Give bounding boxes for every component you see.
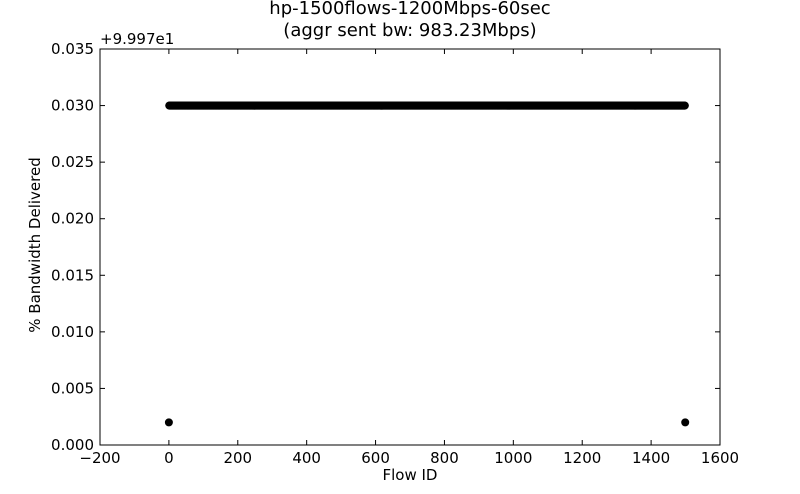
x-tick-label: 600 [361,449,390,467]
outlier-point [681,418,690,427]
x-tick-label: 400 [292,449,321,467]
x-axis-ticks: −200 0 200 400 600 800 1000 1200 1400 1600 [79,49,739,467]
y-axis-ticks: 0.000 0.005 0.010 0.015 0.020 0.025 0.030 0.035 [51,40,720,454]
data-point [680,101,689,110]
x-tick-label: 1600 [701,449,739,467]
chart-subtitle: (aggr sent bw: 983.23Mbps) [283,20,537,41]
x-tick-label: 1200 [563,449,601,467]
y-tick-label: 0.005 [51,379,94,397]
y-axis-offset-label: +9.997e1 [100,30,175,48]
x-axis-label: Flow ID [382,466,438,484]
y-axis-label: % Bandwidth Delivered [26,157,44,333]
x-tick-label: 1000 [494,449,532,467]
x-tick-label: 1400 [632,449,670,467]
y-tick-label: 0.030 [51,97,94,115]
plot-area-frame [99,48,721,446]
chart-title: hp-1500flows-1200Mbps-60sec [269,0,551,19]
x-tick-label: −200 [79,449,120,467]
y-tick-label: 0.010 [51,323,94,341]
outlier-point [164,418,173,427]
x-tick-label: 0 [164,449,174,467]
x-tick-label: 800 [430,449,459,467]
y-tick-label: 0.000 [51,436,94,454]
y-tick-label: 0.020 [51,210,94,228]
y-tick-label: 0.035 [51,40,94,58]
y-tick-label: 0.015 [51,266,94,284]
x-tick-label: 200 [223,449,252,467]
y-tick-label: 0.025 [51,153,94,171]
data-points [164,101,690,427]
